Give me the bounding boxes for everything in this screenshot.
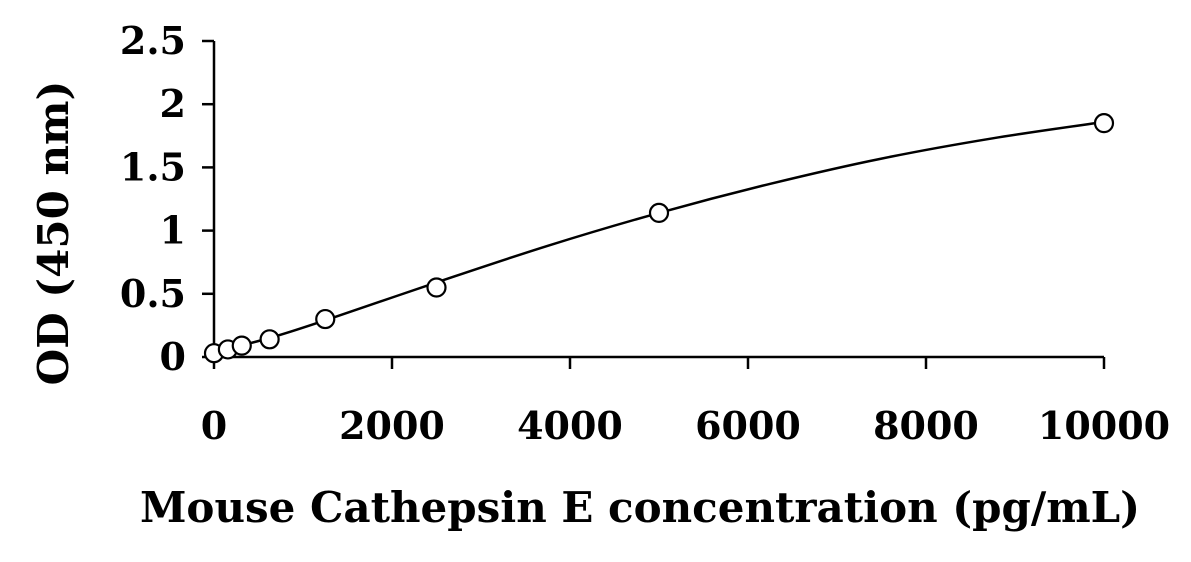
data-point <box>426 277 447 298</box>
data-points-layer <box>203 113 1115 364</box>
y-tick-label: 1 <box>160 208 186 253</box>
y-tick-label: 0.5 <box>120 271 186 316</box>
y-tick-label: 2 <box>160 81 186 126</box>
axes <box>202 39 1106 369</box>
data-point <box>259 329 280 350</box>
y-axis-title: OD (450 nm) <box>29 81 78 386</box>
x-axis-title: Mouse Cathepsin E concentration (pg/mL) <box>140 483 1140 532</box>
x-tick-labels: 0 2000 4000 6000 8000 10000 <box>201 403 1170 448</box>
fit-curve <box>213 120 1105 354</box>
data-point <box>231 335 252 356</box>
data-point <box>315 308 336 330</box>
y-tick-label: 1.5 <box>120 144 186 189</box>
x-tick-label: 0 <box>201 403 227 448</box>
x-tick-label: 6000 <box>695 403 801 448</box>
x-tick-label: 10000 <box>1038 403 1170 448</box>
y-tick-labels: 0 0.5 1 1.5 2 2.5 <box>120 18 186 379</box>
y-tick-label: 0 <box>160 334 186 379</box>
data-point <box>648 202 670 224</box>
fit-curve-layer <box>213 120 1105 354</box>
x-tick-label: 2000 <box>339 403 445 448</box>
x-tick-label: 8000 <box>873 403 979 448</box>
data-point <box>1093 113 1115 134</box>
x-tick-label: 4000 <box>517 403 623 448</box>
y-tick-label: 2.5 <box>120 18 186 63</box>
